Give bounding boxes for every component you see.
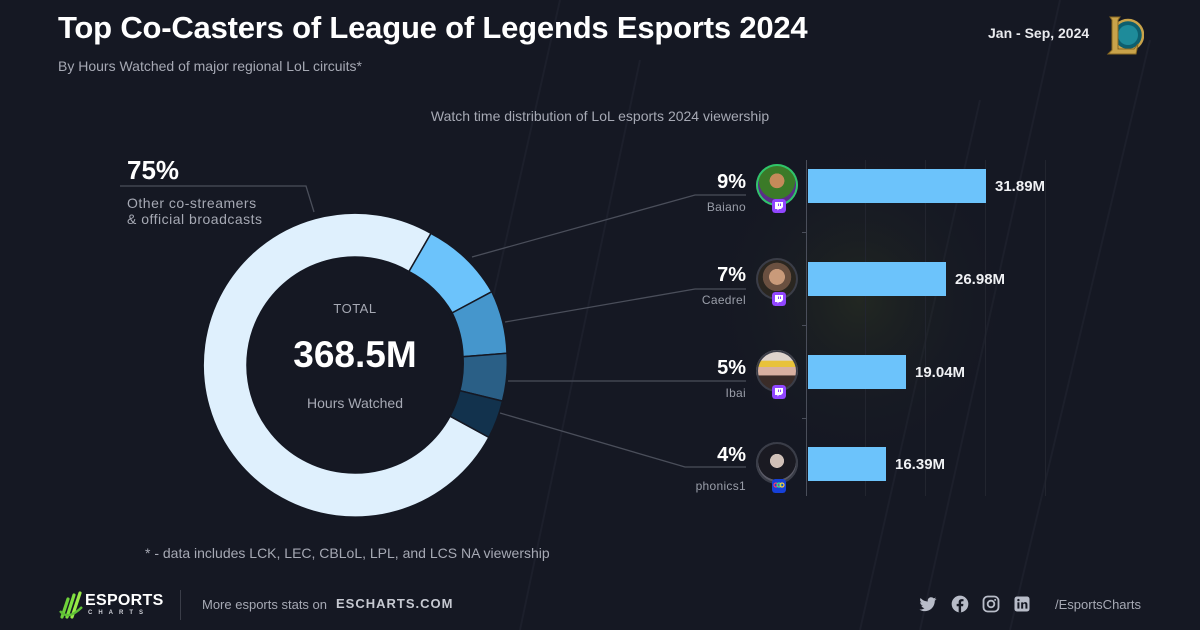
page-subtitle: By Hours Watched of major regional LoL c…	[58, 58, 362, 74]
total-label: TOTAL	[333, 301, 377, 316]
grid-line	[865, 160, 866, 496]
footer-site-link[interactable]: ESCHARTS.COM	[336, 596, 454, 611]
row-name-phonics1: phonics1	[695, 479, 746, 493]
row-name-caedrel: Caedrel	[701, 293, 746, 307]
grid-line	[1045, 160, 1046, 496]
page-title: Top Co-Casters of League of Legends Espo…	[58, 10, 808, 45]
row-pct-caedrel: 7%	[717, 264, 746, 286]
donut-segment-phonics1	[449, 389, 504, 439]
bar-value-phonics1: 16.39M	[895, 456, 946, 473]
axis-tick	[802, 325, 807, 326]
soop-icon	[772, 479, 786, 493]
axis-tick	[802, 232, 807, 233]
total-value: 368.5M	[293, 334, 417, 375]
grid-line	[985, 160, 986, 496]
instagram-icon[interactable]	[981, 594, 1001, 614]
footer-more-text: More esports stats on	[202, 597, 327, 612]
league-of-legends-logo-icon	[1106, 16, 1144, 55]
grid-line	[925, 160, 926, 496]
row-name-ibai: Ibai	[725, 386, 746, 400]
twitch-icon	[772, 199, 786, 213]
row-pct-phonics1: 4%	[717, 444, 746, 466]
twitch-icon	[772, 385, 786, 399]
axis-tick	[802, 418, 807, 419]
social-handle[interactable]: /EsportsCharts	[1055, 597, 1141, 612]
esports-charts-logo[interactable]: ESPORTS CHARTS	[58, 591, 168, 619]
avatar-phonics1	[756, 442, 798, 484]
linkedin-icon[interactable]	[1012, 594, 1032, 614]
bar-caedrel	[808, 262, 946, 296]
bar-phonics1	[808, 447, 886, 481]
footnote: * - data includes LCK, LEC, CBLoL, LPL, …	[145, 545, 550, 561]
footer-divider	[180, 590, 181, 620]
total-unit-label: Hours Watched	[307, 395, 403, 411]
bar-value-ibai: 19.04M	[915, 364, 966, 381]
date-range: Jan - Sep, 2024	[988, 25, 1090, 41]
other-share-label: Other co-streamers & official broadcasts	[127, 195, 263, 227]
donut-segment-other	[202, 212, 490, 518]
bar-value-baiano: 31.89M	[995, 178, 1046, 195]
bar-axis	[806, 160, 807, 496]
facebook-icon[interactable]	[950, 594, 970, 614]
bar-baiano	[808, 169, 986, 203]
bar-ibai	[808, 355, 906, 389]
esports-charts-logo-icon	[59, 591, 83, 619]
row-pct-ibai: 5%	[717, 357, 746, 379]
row-name-baiano: Baiano	[706, 200, 746, 214]
other-share-pct: 75%	[127, 155, 180, 185]
chart-caption: Watch time distribution of LoL esports 2…	[430, 108, 770, 124]
row-pct-baiano: 9%	[717, 171, 746, 193]
twitter-icon[interactable]	[918, 594, 938, 614]
bar-value-caedrel: 26.98M	[955, 271, 1006, 288]
twitch-icon	[772, 292, 786, 306]
